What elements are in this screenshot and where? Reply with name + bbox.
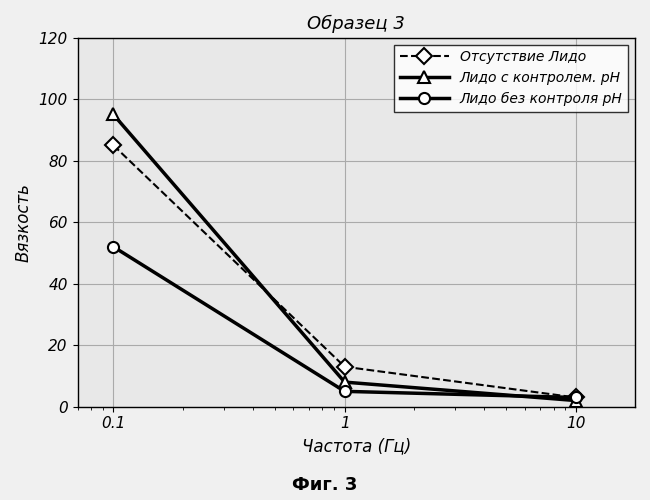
Title: Образец 3: Образец 3 bbox=[307, 15, 405, 34]
Лидо с контролем. pH bbox=[341, 379, 348, 385]
Лидо без контроля pH bbox=[341, 388, 348, 394]
Line: Лидо без контроля pH: Лидо без контроля pH bbox=[108, 241, 582, 403]
Text: Фиг. 3: Фиг. 3 bbox=[292, 476, 358, 494]
Legend: Отсутствие Лидо, Лидо с контролем. pH, Лидо без контроля pH: Отсутствие Лидо, Лидо с контролем. pH, Л… bbox=[395, 44, 628, 112]
Отсутствие Лидо bbox=[572, 394, 580, 400]
Лидо без контроля pH bbox=[572, 394, 580, 400]
Line: Лидо с контролем. pH: Лидо с контролем. pH bbox=[107, 108, 582, 407]
Лидо с контролем. pH bbox=[572, 398, 580, 404]
Лидо с контролем. pH bbox=[109, 112, 117, 117]
Лидо без контроля pH bbox=[109, 244, 117, 250]
Y-axis label: Вязкость: Вязкость bbox=[15, 182, 33, 262]
Отсутствие Лидо bbox=[341, 364, 348, 370]
X-axis label: Частота (Гц): Частота (Гц) bbox=[302, 437, 411, 455]
Отсутствие Лидо bbox=[109, 142, 117, 148]
Line: Отсутствие Лидо: Отсутствие Лидо bbox=[108, 140, 582, 403]
